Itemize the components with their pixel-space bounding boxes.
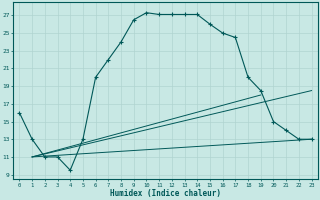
X-axis label: Humidex (Indice chaleur): Humidex (Indice chaleur) <box>110 189 221 198</box>
